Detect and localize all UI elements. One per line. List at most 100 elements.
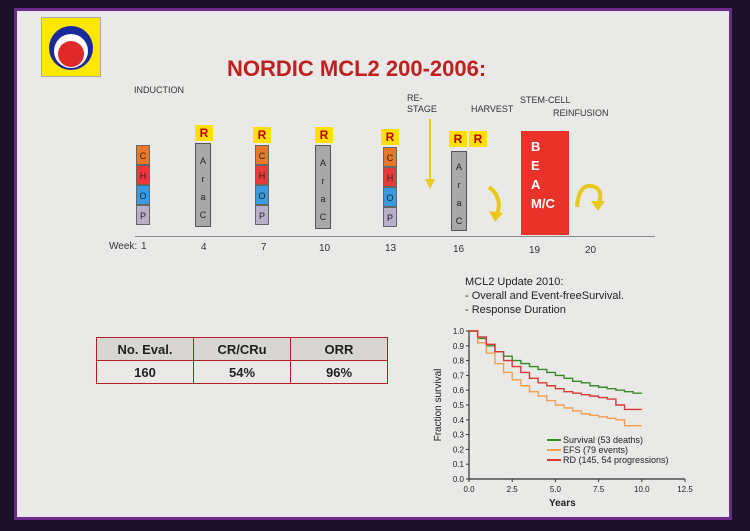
chop-o: O [136,185,150,205]
week-13: 13 [385,243,397,254]
chop-c: C [136,145,150,165]
arac-a: A [455,162,462,172]
week-7: 7 [261,242,267,253]
cell-cr-cru: 54% [193,360,291,384]
header-no-eval: No. Eval. [96,337,194,361]
chop-o: O [383,187,397,207]
down-arrow-icon [425,119,435,189]
chop-c: C [255,145,269,165]
chop-cycle-week1: C H O P [136,145,150,225]
x-tick-label: 12.5 [677,485,693,494]
arac-a2: a [320,194,326,204]
phase-restage-line1: RE- [407,93,423,103]
timeline-axis [135,236,655,237]
y-tick-label: 1.0 [453,327,465,336]
x-tick-label: 5.0 [550,485,562,494]
arac-r: r [321,176,325,186]
chop-h: H [136,165,150,185]
harvest-arrow-icon [487,185,503,222]
week-20: 20 [585,245,597,256]
update-line-survival: - Overall and Event-freeSurvival. [465,290,624,302]
rituximab-week10: R [315,127,333,143]
series-line-1 [469,330,642,427]
y-tick-label: 0.9 [453,342,465,351]
logo-emblem-icon [49,26,93,70]
results-table: No. Eval. CR/CRu ORR 160 54% 96% [96,337,388,384]
y-axis-label: Fraction survival [433,369,444,442]
legend-label: EFS (79 events) [563,445,628,455]
table-row: 160 54% 96% [96,360,388,384]
series-line-2 [469,330,642,411]
y-tick-label: 0.5 [453,401,465,410]
chop-c: C [383,147,397,167]
cell-orr: 96% [290,360,388,384]
arac-week16: A r a C [451,151,467,231]
header-orr: ORR [290,337,388,361]
chop-h: H [255,165,269,185]
reinfusion-arrow-icon [575,184,605,211]
cell-no-eval: 160 [96,360,194,384]
arac-c: C [319,212,327,222]
chop-p: P [136,205,150,225]
phase-induction: INDUCTION [134,85,184,95]
week-label: Week: [109,241,138,252]
y-tick-label: 0.8 [453,357,465,366]
arac-a2: a [200,192,206,202]
phase-stemcell-line2: REINFUSION [553,108,609,118]
y-tick-label: 0.7 [453,371,465,380]
survival-chart: 0.0 0.1 0.2 0.3 0.4 0.5 0.6 0.7 0.8 0.9 1.0 0.0 2.5 5… [433,327,693,509]
arac-a2: a [456,198,462,208]
x-tick-label: 0.0 [463,485,475,494]
arac-week4: A r a C [195,143,211,227]
arac-week10: A r a C [315,145,331,229]
x-axis-label: Years [549,498,576,509]
arac-c: C [199,210,207,220]
beam-block: B E A M/C [521,131,569,235]
arac-a: A [319,158,326,168]
update-title: MCL2 Update 2010: [465,276,564,288]
phase-restage-line2: STAGE [407,104,437,114]
slide: NORDIC MCL2 200-2006: INDUCTION RE- STAG… [14,8,732,520]
y-tick-label: 0.6 [453,386,465,395]
header-cr-cru: CR/CRu [193,337,291,361]
week-10: 10 [319,243,331,254]
x-tick-label: 10.0 [634,485,650,494]
chop-o: O [255,185,269,205]
week-16: 16 [453,244,465,255]
phase-harvest: HARVEST [471,104,514,114]
update-line-response: - Response Duration [465,304,566,316]
rituximab-week16b: R [469,131,487,147]
beam-b: B [531,139,541,154]
arac-a: A [199,156,206,166]
y-tick-label: 0.4 [453,416,465,425]
legend-label: RD (145, 54 progressions) [563,455,669,465]
y-tick-label: 0.1 [453,460,465,469]
rituximab-week16a: R [449,131,467,147]
chop-h: H [383,167,397,187]
chop-p: P [255,205,269,225]
arac-r: r [457,180,461,190]
rituximab-week7: R [253,127,271,143]
logo [41,17,101,77]
x-tick-label: 7.5 [593,485,605,494]
week-4: 4 [201,242,207,253]
y-tick-label: 0.2 [453,445,465,454]
slide-title: NORDIC MCL2 200-2006: [227,56,487,81]
legend-label: Survival (53 deaths) [563,435,643,445]
table-header-row: No. Eval. CR/CRu ORR [96,337,388,361]
beam-mc: M/C [531,196,555,211]
chop-p: P [383,207,397,227]
beam-a: A [531,177,541,192]
phase-stemcell-line1: STEM-CELL [520,95,571,105]
chop-cycle-week7: C H O P [255,145,269,225]
week-19: 19 [529,245,541,256]
beam-e: E [531,158,540,173]
arac-r: r [201,174,205,184]
arac-c: C [455,216,463,226]
x-tick-label: 2.5 [507,485,519,494]
rituximab-week13: R [381,129,399,145]
chop-cycle-week13: C H O P [383,147,397,227]
rituximab-week4: R [195,125,213,141]
y-tick-label: 0.3 [453,431,465,440]
